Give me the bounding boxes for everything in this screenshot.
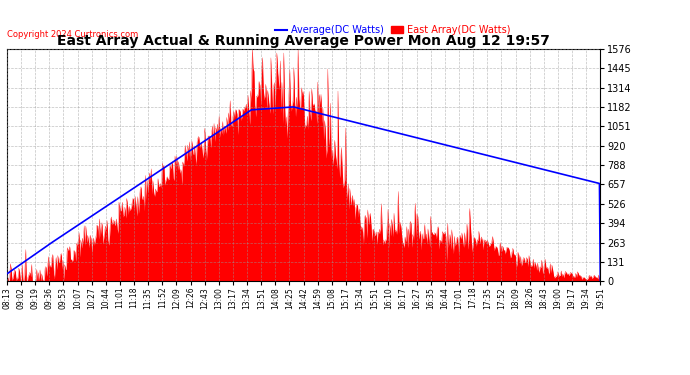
Title: East Array Actual & Running Average Power Mon Aug 12 19:57: East Array Actual & Running Average Powe… bbox=[57, 34, 550, 48]
Legend: Average(DC Watts), East Array(DC Watts): Average(DC Watts), East Array(DC Watts) bbox=[271, 21, 514, 39]
Text: Copyright 2024 Curtronics.com: Copyright 2024 Curtronics.com bbox=[7, 30, 138, 39]
